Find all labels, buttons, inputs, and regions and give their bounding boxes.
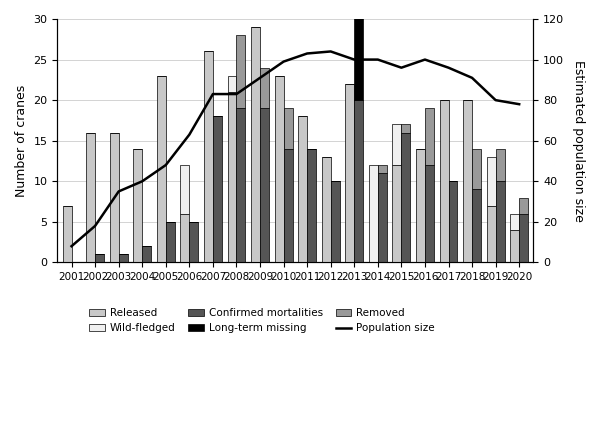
Bar <box>166 222 175 263</box>
Bar <box>322 157 331 263</box>
Bar <box>392 165 401 263</box>
Bar <box>378 173 387 263</box>
Bar <box>416 149 425 263</box>
Bar <box>251 27 260 263</box>
Y-axis label: Estimated population size: Estimated population size <box>572 60 585 221</box>
Bar <box>227 92 236 263</box>
Bar <box>307 149 316 263</box>
Bar <box>346 84 354 263</box>
Bar <box>227 76 236 92</box>
Bar <box>440 100 449 263</box>
Bar <box>157 76 166 263</box>
Bar <box>369 165 378 263</box>
Bar <box>496 181 505 263</box>
Bar <box>190 222 198 263</box>
Bar <box>425 108 434 165</box>
Bar <box>472 190 481 263</box>
Bar <box>392 125 401 165</box>
Bar <box>62 206 71 263</box>
Bar <box>236 35 245 108</box>
Bar <box>401 125 410 133</box>
Legend: Released, Wild-fledged, Confirmed mortalities, Long-term missing, Removed, Popul: Released, Wild-fledged, Confirmed mortal… <box>85 304 439 338</box>
Bar <box>331 181 340 263</box>
Bar <box>463 100 472 263</box>
Bar <box>449 181 457 263</box>
Bar <box>378 165 387 173</box>
Bar <box>487 206 496 263</box>
Bar <box>236 108 245 263</box>
Bar <box>95 254 104 263</box>
Bar <box>260 68 269 108</box>
Bar <box>519 198 528 214</box>
Bar <box>181 165 190 214</box>
Bar <box>284 149 293 263</box>
Bar <box>133 149 142 263</box>
Bar <box>472 149 481 190</box>
Y-axis label: Number of cranes: Number of cranes <box>15 84 28 197</box>
Bar <box>181 214 190 263</box>
Bar <box>213 116 222 263</box>
Bar <box>425 165 434 263</box>
Bar <box>119 254 128 263</box>
Bar <box>401 133 410 263</box>
Bar <box>510 230 519 263</box>
Bar <box>519 214 528 263</box>
Bar <box>142 246 151 263</box>
Bar <box>284 108 293 149</box>
Bar <box>110 133 119 263</box>
Bar <box>496 149 505 181</box>
Bar <box>354 0 363 100</box>
Bar <box>298 116 307 263</box>
Bar <box>204 51 213 263</box>
Bar <box>86 133 95 263</box>
Bar <box>487 157 496 206</box>
Bar <box>260 108 269 263</box>
Bar <box>354 100 363 263</box>
Bar <box>510 214 519 230</box>
Bar <box>275 76 284 263</box>
